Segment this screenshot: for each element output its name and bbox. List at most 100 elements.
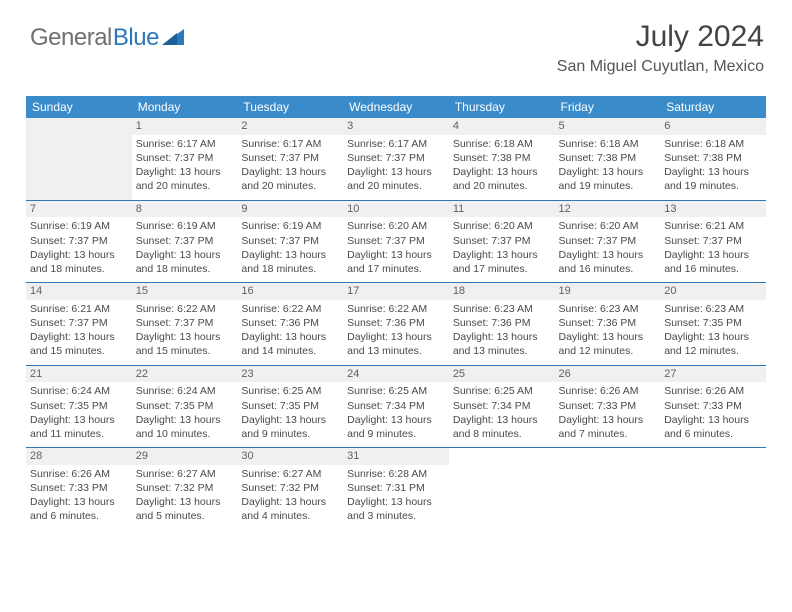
day-line: Sunrise: 6:24 AM [30, 384, 128, 398]
day-line: Daylight: 13 hours [136, 330, 234, 344]
day-number: 23 [237, 366, 343, 383]
day-line: Daylight: 13 hours [241, 248, 339, 262]
day-number: 28 [26, 448, 132, 465]
day-line: Sunrise: 6:17 AM [241, 137, 339, 151]
day-line: Sunset: 7:33 PM [559, 399, 657, 413]
day-line: Sunset: 7:37 PM [136, 234, 234, 248]
day-cell: 4Sunrise: 6:18 AMSunset: 7:38 PMDaylight… [449, 118, 555, 200]
day-line: Sunset: 7:37 PM [30, 234, 128, 248]
day-number: 11 [449, 201, 555, 218]
day-line: Sunrise: 6:25 AM [241, 384, 339, 398]
day-info: Sunrise: 6:28 AMSunset: 7:31 PMDaylight:… [347, 467, 445, 524]
day-line: Daylight: 13 hours [30, 330, 128, 344]
week-row: 1Sunrise: 6:17 AMSunset: 7:37 PMDaylight… [26, 118, 766, 200]
day-cell: 11Sunrise: 6:20 AMSunset: 7:37 PMDayligh… [449, 200, 555, 283]
day-cell: 2Sunrise: 6:17 AMSunset: 7:37 PMDaylight… [237, 118, 343, 200]
day-info: Sunrise: 6:17 AMSunset: 7:37 PMDaylight:… [241, 137, 339, 194]
day-info: Sunrise: 6:18 AMSunset: 7:38 PMDaylight:… [453, 137, 551, 194]
day-cell: 20Sunrise: 6:23 AMSunset: 7:35 PMDayligh… [660, 283, 766, 366]
day-cell: 15 Sunrise: 6:22 AMSunset: 7:37 PMDayligh… [132, 283, 238, 366]
day-line: Sunset: 7:37 PM [559, 234, 657, 248]
day-cell [555, 448, 661, 530]
day-number: 8 [132, 201, 238, 218]
day-cell [449, 448, 555, 530]
day-cell: 6 Sunrise: 6:18 AMSunset: 7:38 PMDaylight… [660, 118, 766, 200]
location-label: San Miguel Cuyutlan, Mexico [557, 58, 764, 76]
day-line: Sunset: 7:37 PM [136, 151, 234, 165]
dayname-row: Sunday Monday Tuesday Wednesday Thursday… [26, 96, 766, 118]
day-info: Sunrise: 6:21 AMSunset: 7:37 PMDaylight:… [30, 302, 128, 359]
day-number: 5 [555, 118, 661, 135]
week-row: 14 Sunrise: 6:21 AMSunset: 7:37 PMDayligh… [26, 283, 766, 366]
day-line: and 4 minutes. [241, 509, 339, 523]
day-line: Sunrise: 6:20 AM [559, 219, 657, 233]
day-line: Daylight: 13 hours [136, 495, 234, 509]
day-info: Sunrise: 6:17 AMSunset: 7:37 PMDaylight:… [347, 137, 445, 194]
day-line: Daylight: 13 hours [664, 413, 762, 427]
day-info: Sunrise: 6:25 AMSunset: 7:34 PMDaylight:… [453, 384, 551, 441]
day-line: Daylight: 13 hours [347, 165, 445, 179]
day-line: and 3 minutes. [347, 509, 445, 523]
day-line: Daylight: 13 hours [453, 248, 551, 262]
day-cell: 13Sunrise: 6:21 AMSunset: 7:37 PMDayligh… [660, 200, 766, 283]
day-line: and 14 minutes. [241, 344, 339, 358]
day-line: Daylight: 13 hours [347, 495, 445, 509]
day-info: Sunrise: 6:17 AMSunset: 7:37 PMDaylight:… [136, 137, 234, 194]
day-line: Sunset: 7:38 PM [559, 151, 657, 165]
day-line: Sunrise: 6:26 AM [664, 384, 762, 398]
day-number: 25 [449, 366, 555, 383]
day-line: Daylight: 13 hours [347, 330, 445, 344]
day-line: Sunrise: 6:23 AM [559, 302, 657, 316]
day-line: Sunset: 7:35 PM [664, 316, 762, 330]
day-info: Sunrise: 6:18 AMSunset: 7:38 PMDaylight:… [664, 137, 762, 194]
day-line: Sunrise: 6:26 AM [30, 467, 128, 481]
day-line: Sunset: 7:37 PM [347, 151, 445, 165]
day-number: 21 [26, 366, 132, 383]
day-number: 14 [26, 283, 132, 300]
day-cell: 9Sunrise: 6:19 AMSunset: 7:37 PMDaylight… [237, 200, 343, 283]
day-info: Sunrise: 6:22 AMSunset: 7:36 PMDaylight:… [241, 302, 339, 359]
day-cell [660, 448, 766, 530]
day-line: Daylight: 13 hours [559, 165, 657, 179]
day-line: and 17 minutes. [453, 262, 551, 276]
day-line: Sunrise: 6:23 AM [453, 302, 551, 316]
day-info: Sunrise: 6:19 AMSunset: 7:37 PMDaylight:… [241, 219, 339, 276]
day-info: Sunrise: 6:26 AMSunset: 7:33 PMDaylight:… [664, 384, 762, 441]
day-cell: 5Sunrise: 6:18 AMSunset: 7:38 PMDaylight… [555, 118, 661, 200]
day-line: Sunrise: 6:22 AM [347, 302, 445, 316]
day-cell: 3Sunrise: 6:17 AMSunset: 7:37 PMDaylight… [343, 118, 449, 200]
day-info: Sunrise: 6:23 AMSunset: 7:36 PMDaylight:… [453, 302, 551, 359]
day-number: 7 [26, 201, 132, 218]
day-line: Sunset: 7:34 PM [453, 399, 551, 413]
day-line: Sunset: 7:33 PM [664, 399, 762, 413]
day-line: and 6 minutes. [664, 427, 762, 441]
day-line: Daylight: 13 hours [559, 330, 657, 344]
day-line: Sunrise: 6:26 AM [559, 384, 657, 398]
dayname-wed: Wednesday [343, 96, 449, 118]
day-line: Daylight: 13 hours [241, 495, 339, 509]
day-line: and 19 minutes. [559, 179, 657, 193]
dayname-fri: Friday [555, 96, 661, 118]
day-number: 6 [660, 118, 766, 135]
day-number: 1 [132, 118, 238, 135]
day-line: and 11 minutes. [30, 427, 128, 441]
day-line: Sunset: 7:35 PM [136, 399, 234, 413]
logo-text-general: General [30, 24, 112, 52]
day-line: Daylight: 13 hours [30, 413, 128, 427]
day-line: Sunset: 7:31 PM [347, 481, 445, 495]
day-line: and 20 minutes. [347, 179, 445, 193]
day-line: and 10 minutes. [136, 427, 234, 441]
day-cell: 24Sunrise: 6:25 AMSunset: 7:34 PMDayligh… [343, 365, 449, 448]
day-line: Sunrise: 6:22 AM [241, 302, 339, 316]
day-line: Daylight: 13 hours [136, 248, 234, 262]
header: July 2024 San Miguel Cuyutlan, Mexico [557, 20, 764, 76]
day-line: Sunset: 7:37 PM [241, 151, 339, 165]
day-number: 15 [132, 283, 238, 300]
day-info: Sunrise: 6:22 AMSunset: 7:37 PMDaylight:… [136, 302, 234, 359]
day-info: Sunrise: 6:25 AMSunset: 7:35 PMDaylight:… [241, 384, 339, 441]
day-line: Sunset: 7:35 PM [30, 399, 128, 413]
day-number: 27 [660, 366, 766, 383]
day-line: Daylight: 13 hours [30, 248, 128, 262]
day-line: Sunrise: 6:20 AM [453, 219, 551, 233]
logo-triangle-icon [162, 27, 184, 45]
